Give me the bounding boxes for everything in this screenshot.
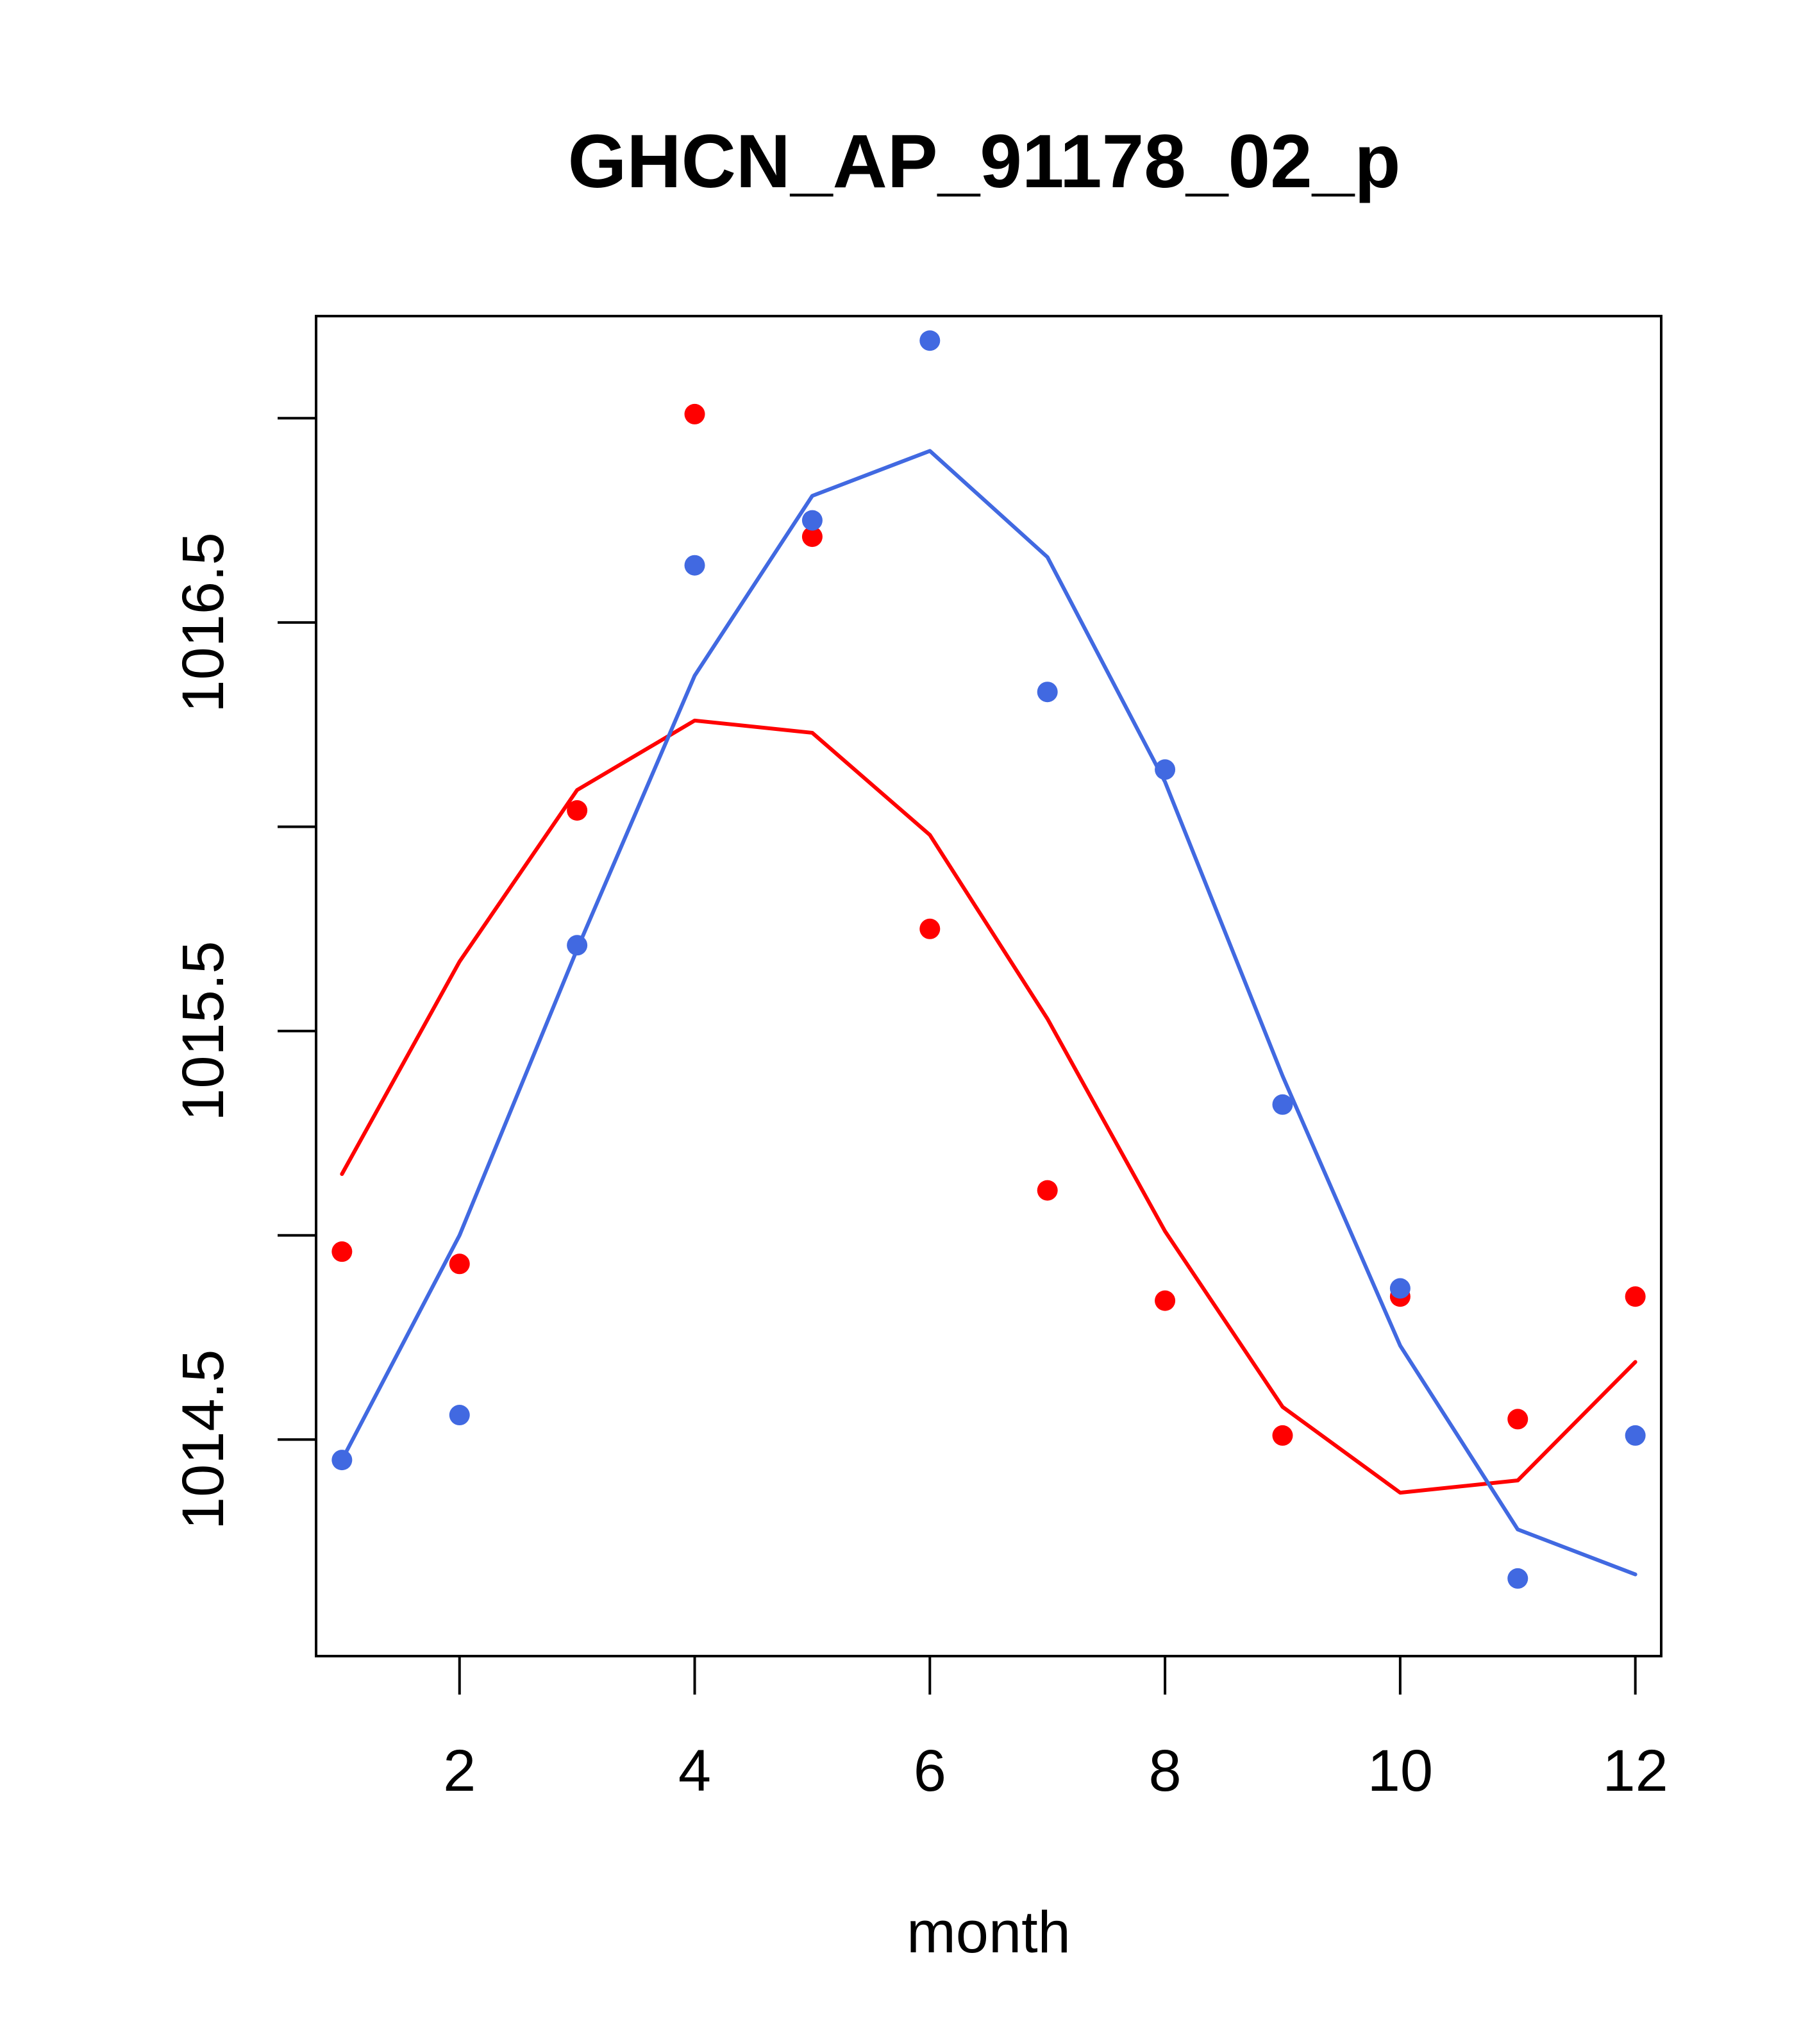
- blue-points-point: [1037, 682, 1058, 703]
- blue-points-point: [919, 330, 941, 351]
- red-points-point: [919, 918, 941, 939]
- y-tick-label: 1014.5: [171, 1350, 236, 1530]
- y-axis-ticks: 1014.5 1015.5 1016.5: [171, 417, 316, 1530]
- blue-points-point: [801, 510, 823, 531]
- chart-title: GHCN_AP_91178_02_p: [568, 119, 1401, 204]
- blue-points-point: [331, 1450, 353, 1471]
- blue-points-point: [684, 555, 705, 576]
- red-points-point: [449, 1253, 470, 1275]
- red-points-point: [1272, 1425, 1293, 1446]
- x-tick-label: 12: [1602, 1738, 1668, 1804]
- red-points-point: [1625, 1286, 1646, 1307]
- red-points-point: [1155, 1290, 1176, 1311]
- red-points-point: [567, 800, 588, 821]
- x-tick-label: 8: [1149, 1738, 1182, 1804]
- blue-points-point: [1625, 1425, 1646, 1446]
- x-tick-label: 4: [678, 1738, 711, 1804]
- blue-points-point: [1155, 759, 1176, 780]
- blue-points-point: [449, 1405, 470, 1426]
- blue-fit-line: [340, 449, 1637, 1577]
- red-points-point: [684, 403, 705, 424]
- x-tick-label: 2: [443, 1738, 476, 1804]
- red-fit-line: [340, 718, 1637, 1495]
- x-axis-ticks: 2 4 6 8 10 12: [443, 1656, 1668, 1804]
- x-axis-label: month: [907, 1900, 1071, 1965]
- red-points-point: [1037, 1180, 1058, 1201]
- blue-points-point: [1272, 1094, 1293, 1115]
- red-points-point: [331, 1241, 353, 1262]
- x-tick-label: 10: [1368, 1738, 1433, 1804]
- blue-points-point: [1507, 1568, 1528, 1589]
- y-tick-label: 1015.5: [171, 941, 236, 1121]
- blue-points-point: [1389, 1278, 1411, 1299]
- y-tick-label: 1016.5: [171, 532, 236, 712]
- red-points-point: [1507, 1409, 1528, 1430]
- x-tick-label: 6: [914, 1738, 946, 1804]
- plot-frame: [315, 315, 1662, 1657]
- red-points-point: [801, 526, 823, 548]
- blue-points-point: [567, 935, 588, 956]
- series-layer: [331, 330, 1646, 1589]
